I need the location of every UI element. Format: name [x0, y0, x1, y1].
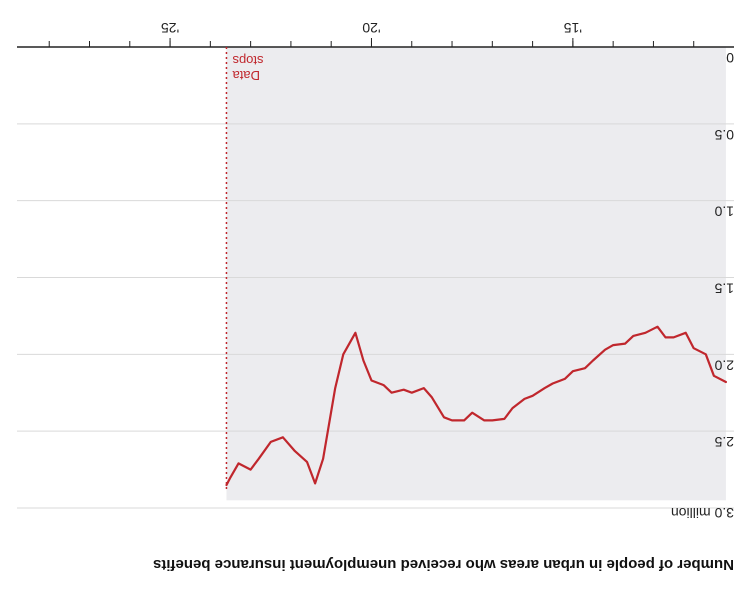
data-stops-label: stops — [232, 53, 264, 68]
shade-layer — [226, 47, 726, 501]
line-layer — [225, 325, 727, 487]
text-layer: Number of people in urban areas who rece… — [153, 20, 734, 573]
series-line — [225, 325, 727, 487]
x-tick-label: '15 — [564, 20, 582, 36]
x-tick-label: '20 — [362, 20, 380, 36]
chart-rotated-group: Number of people in urban areas who rece… — [17, 20, 734, 573]
y-unit-label: 3.0 million — [671, 505, 734, 521]
chart-title: Number of people in urban areas who rece… — [153, 556, 734, 573]
y-tick-label: 0 — [726, 50, 734, 66]
y-tick-label: 1.0 — [714, 204, 734, 220]
y-tick-label: 2.5 — [714, 434, 734, 450]
shaded-data-region — [226, 47, 726, 501]
y-tick-label: 2.0 — [714, 357, 734, 373]
axis-layer — [17, 38, 734, 492]
x-tick-label: '25 — [161, 20, 179, 36]
y-tick-label: 1.5 — [714, 281, 734, 297]
grid-layer — [17, 123, 734, 509]
data-stops-label: Data — [232, 68, 260, 83]
y-tick-label: 0.5 — [714, 127, 734, 143]
